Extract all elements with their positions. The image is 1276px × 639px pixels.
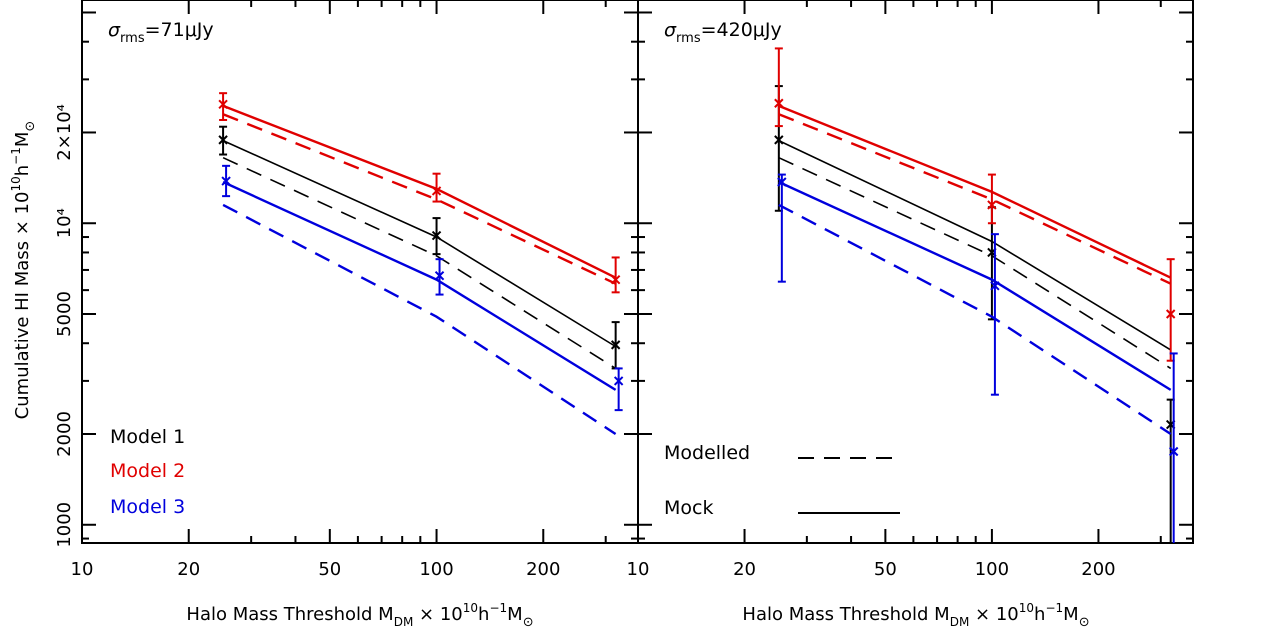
- y-axis-label-mid: h: [12, 165, 33, 176]
- data-marker-x: [777, 177, 787, 187]
- right-annotation: σrms=420μJy: [664, 19, 782, 46]
- data-marker-x: [218, 135, 228, 145]
- left-x-axis-label: Halo Mass Threshold MDM × 1010h−1M⊙: [186, 601, 533, 630]
- y-tick-label: 2×10⁴: [54, 104, 75, 161]
- right-annotation-value: =420μJy: [701, 19, 782, 41]
- x-tick-label: 200: [1081, 559, 1115, 580]
- legend-model-3: Model 3: [110, 496, 185, 518]
- series-line-model-3-dashed: [778, 203, 1172, 436]
- y-axis-label-sup1: 10: [9, 176, 23, 191]
- series-line-model-3-solid: [778, 180, 1172, 391]
- data-marker-x: [774, 98, 784, 108]
- data-marker-x: [431, 186, 442, 196]
- legend-model-2: Model 2: [110, 460, 185, 482]
- left-x-label-sub2: ⊙: [523, 615, 534, 630]
- left-annotation: σrms=71μJy: [108, 19, 214, 46]
- data-marker-x: [613, 376, 624, 386]
- data-marker-x: [221, 176, 231, 186]
- left-x-label-sup2: −1: [489, 601, 507, 615]
- series-line-model-1-dashed: [778, 156, 1172, 370]
- right-x-label-h: h: [1034, 604, 1045, 625]
- data-marker-x: [1165, 309, 1176, 319]
- x-tick-label: 50: [874, 559, 897, 580]
- y-tick-label: 1000: [54, 502, 75, 548]
- y-tick-label: 5000: [54, 291, 75, 337]
- data-marker-x: [774, 135, 784, 145]
- data-marker-x: [987, 200, 997, 210]
- x-tick-label: 50: [318, 559, 341, 580]
- legend-modelled-label: Modelled: [664, 442, 750, 464]
- y-axis-label-sub: ⊙: [23, 121, 38, 132]
- x-tick-label: 10: [627, 559, 650, 580]
- left-x-label-sup1: 10: [463, 601, 478, 615]
- left-annotation-value: =71μJy: [145, 19, 214, 41]
- x-tick-label: 10: [71, 559, 94, 580]
- y-axis-label-pre: Cumulative HI Mass × 10: [12, 192, 33, 420]
- right-x-axis-label: Halo Mass Threshold MDM × 1010h−1M⊙: [742, 601, 1089, 630]
- left-x-label-post: M: [507, 604, 523, 625]
- left-x-label-sub1: DM: [394, 615, 414, 629]
- right-annotation-sub: rms: [676, 31, 701, 46]
- left-annotation-sigma: σ: [108, 19, 121, 41]
- data-marker-x: [218, 99, 228, 110]
- data-marker-x: [990, 281, 1000, 291]
- right-x-label-sub1: DM: [950, 615, 970, 629]
- right-x-label-sub2: ⊙: [1079, 615, 1090, 630]
- data-marker-x: [1168, 446, 1179, 457]
- y-tick-label: 2000: [54, 411, 75, 457]
- left-x-label-h: h: [478, 604, 489, 625]
- data-marker-x: [431, 230, 442, 241]
- y-axis-label-post: M: [12, 132, 33, 148]
- legend-mock-label: Mock: [664, 497, 713, 519]
- x-tick-label: 20: [733, 559, 756, 580]
- series-line-model-3-dashed: [222, 203, 617, 436]
- left-x-label-pre: Halo Mass Threshold M: [186, 604, 393, 625]
- legend-model-1: Model 1: [110, 426, 185, 448]
- x-tick-label: 100: [975, 559, 1009, 580]
- y-tick-label: 10⁴: [54, 208, 75, 238]
- right-x-label-pre: Halo Mass Threshold M: [742, 604, 949, 625]
- series-line-model-1-dashed: [222, 156, 617, 370]
- x-tick-label: 200: [526, 559, 560, 580]
- data-marker-x: [610, 340, 621, 350]
- x-tick-label: 100: [419, 559, 453, 580]
- right-x-label-sup1: 10: [1019, 601, 1034, 615]
- right-annotation-sigma: σ: [664, 19, 677, 41]
- panel-right: 10 20 50 100 200: [627, 0, 1194, 580]
- right-x-label-mid: × 10: [969, 604, 1018, 625]
- y-axis-label-sup2: −1: [9, 147, 23, 165]
- x-tick-label: 20: [177, 559, 200, 580]
- right-x-label-post: M: [1063, 604, 1079, 625]
- left-annotation-sub: rms: [120, 31, 145, 46]
- plot-frame-right: [637, 0, 1194, 544]
- y-axis-label: Cumulative HI Mass × 1010h−1M⊙: [9, 121, 38, 420]
- data-marker-x: [434, 270, 445, 281]
- right-x-label-sup2: −1: [1045, 601, 1063, 615]
- left-x-label-mid: × 10: [413, 604, 462, 625]
- panel-left: 10 20 50 100 200 1000 2000 5000 10⁴ 2×10⁴: [54, 0, 639, 580]
